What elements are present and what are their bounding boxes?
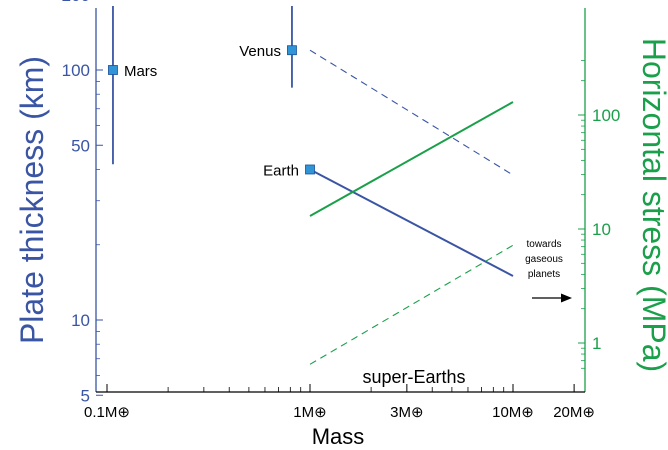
left-tick-label: 100 — [62, 61, 90, 80]
right-tick-label: 10 — [592, 220, 611, 239]
gaseous-arrow-head — [561, 293, 572, 303]
x-tick-label: 10M⊕ — [492, 404, 534, 421]
mars-marker — [108, 65, 118, 75]
right-dashed-series-line — [309, 244, 514, 365]
earth-label: Earth — [263, 162, 299, 179]
left-axis-title: Plate thickness (km) — [14, 56, 50, 344]
earth-marker — [305, 164, 315, 175]
x-tick-label: 20M⊕ — [553, 404, 595, 421]
arrow-label-line-3: planets — [528, 269, 560, 280]
arrow-label-line-2: gaseous — [525, 254, 563, 265]
left-tick-label: 200 — [62, 0, 90, 5]
x-tick-label: 1M⊕ — [293, 404, 326, 421]
left-tick-label: 10 — [71, 311, 90, 330]
x-axis-title: Mass — [312, 424, 365, 449]
mars-label: Mars — [124, 63, 157, 80]
x-tick-label: 3M⊕ — [390, 404, 423, 421]
left-tick-label: 50 — [71, 136, 90, 155]
right-tick-label: 100 — [592, 106, 620, 125]
right-solid-series-line — [309, 101, 514, 217]
arrow-label-line-1: towards — [526, 239, 561, 250]
right-tick-label: 1 — [592, 334, 601, 353]
venus-marker — [287, 45, 297, 56]
left-solid-series-line — [309, 168, 514, 277]
venus-label: Venus — [239, 43, 281, 60]
super-earths-label: super-Earths — [362, 367, 465, 387]
left-tick-label: 5 — [81, 386, 90, 405]
x-tick-label: 0.1M⊕ — [84, 404, 130, 421]
right-axis-title: Horizontal stress (MPa) — [636, 38, 668, 372]
left-dashed-series-line — [309, 49, 514, 176]
